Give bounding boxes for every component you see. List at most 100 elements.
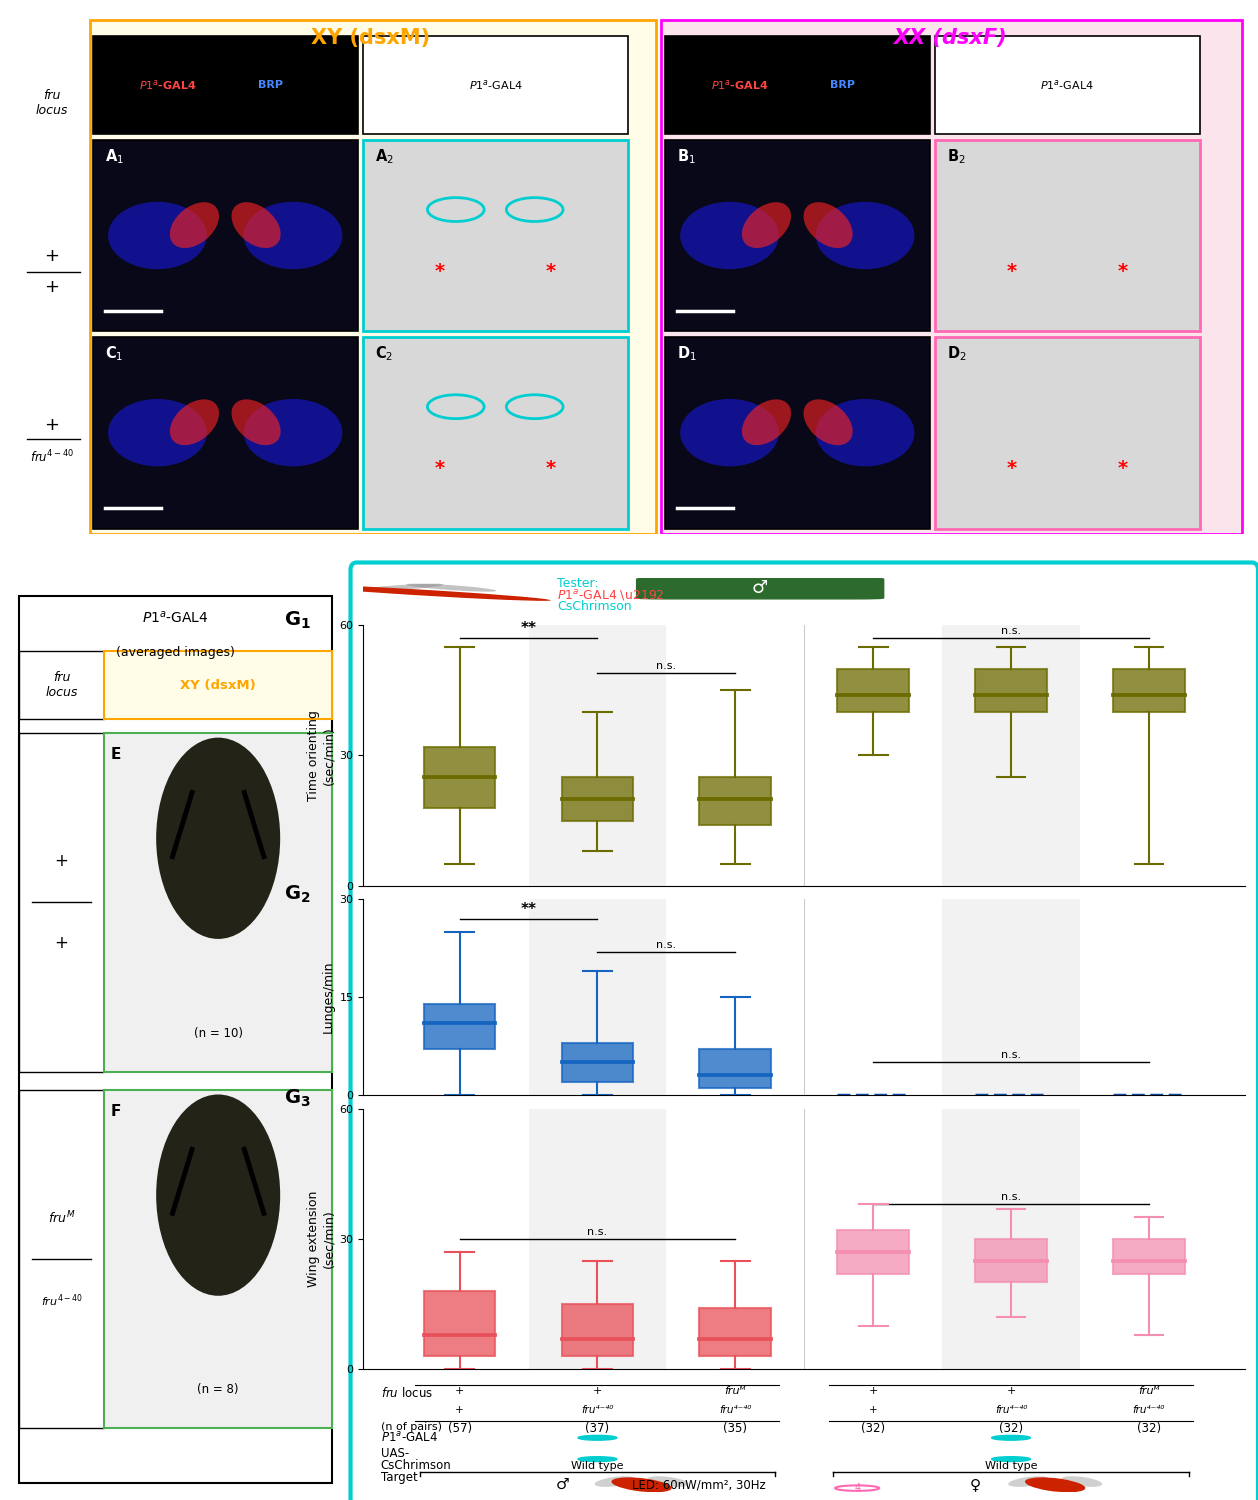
Text: (57): (57)	[448, 1422, 472, 1436]
Text: ♂: ♂	[555, 1478, 569, 1492]
Ellipse shape	[681, 399, 779, 466]
Text: *: *	[435, 459, 445, 478]
Bar	[104, 651, 332, 720]
Text: (35): (35)	[723, 1422, 747, 1436]
Circle shape	[991, 1456, 1030, 1461]
Text: $\mathit{fru}^{4-40}$: $\mathit{fru}^{4-40}$	[30, 448, 74, 465]
Bar	[664, 336, 930, 528]
Ellipse shape	[170, 202, 219, 248]
Text: C$_2$: C$_2$	[375, 345, 394, 363]
Ellipse shape	[1060, 1476, 1102, 1486]
Ellipse shape	[108, 399, 206, 466]
Ellipse shape	[244, 399, 342, 466]
Text: (n = 10): (n = 10)	[194, 1026, 243, 1039]
Text: Wild type: Wild type	[571, 1461, 624, 1470]
Bar	[362, 36, 628, 135]
Text: XX (dsxF): XX (dsxF)	[893, 28, 1006, 48]
Ellipse shape	[406, 584, 497, 591]
Text: n.s.: n.s.	[1001, 1192, 1021, 1202]
Text: n.s.: n.s.	[1001, 626, 1021, 636]
Bar	[528, 1108, 667, 1370]
Text: n.s.: n.s.	[657, 939, 677, 950]
Text: Tester:: Tester:	[557, 578, 599, 590]
Bar	[699, 777, 771, 825]
Text: BRP: BRP	[830, 80, 855, 90]
Bar	[935, 336, 1200, 528]
Text: (averaged images): (averaged images)	[116, 646, 235, 658]
Text: *: *	[546, 459, 556, 478]
Text: +: +	[869, 1406, 878, 1414]
Bar	[942, 1108, 1079, 1370]
Ellipse shape	[298, 585, 551, 602]
Bar	[942, 900, 1079, 1095]
Text: A$_2$: A$_2$	[375, 147, 394, 166]
Bar	[699, 1050, 771, 1089]
Text: *: *	[1006, 262, 1016, 282]
Text: n.s.: n.s.	[1001, 1050, 1021, 1060]
Bar	[561, 777, 633, 820]
Text: *: *	[1117, 459, 1128, 478]
Bar	[1113, 1239, 1185, 1274]
Text: (32): (32)	[999, 1422, 1023, 1436]
Text: fru⁴⁻⁴⁰: fru⁴⁻⁴⁰	[1132, 1406, 1165, 1414]
Text: **: **	[521, 621, 536, 636]
Bar	[664, 140, 930, 332]
Text: Wild type: Wild type	[985, 1461, 1038, 1470]
Circle shape	[577, 1436, 616, 1440]
Ellipse shape	[648, 1476, 688, 1486]
Bar	[19, 734, 104, 1071]
Bar	[93, 140, 357, 332]
Bar	[975, 669, 1047, 712]
Ellipse shape	[156, 738, 281, 939]
Circle shape	[577, 1456, 616, 1461]
Text: fru
locus: fru locus	[45, 670, 78, 699]
Ellipse shape	[231, 202, 281, 248]
Bar	[19, 1090, 104, 1428]
Text: $\mathit{P1^a}$-GAL4: $\mathit{P1^a}$-GAL4	[381, 1431, 438, 1444]
Text: +: +	[44, 279, 59, 297]
Text: $\mathit{P1^a}$-GAL4: $\mathit{P1^a}$-GAL4	[469, 78, 523, 92]
Text: ♀: ♀	[970, 1478, 981, 1492]
Text: *: *	[1006, 459, 1016, 478]
Text: ♂: ♂	[752, 579, 769, 597]
Text: **: **	[521, 902, 536, 916]
Ellipse shape	[804, 202, 853, 248]
Text: $\mathit{fru}^{4-40}$: $\mathit{fru}^{4-40}$	[40, 1292, 83, 1308]
Ellipse shape	[170, 399, 219, 445]
Text: (32): (32)	[862, 1422, 886, 1436]
Text: *: *	[546, 262, 556, 282]
Text: CsChrimson: CsChrimson	[557, 600, 632, 613]
Ellipse shape	[804, 399, 853, 445]
Text: +: +	[44, 248, 59, 266]
Ellipse shape	[108, 202, 206, 268]
Bar	[528, 626, 667, 885]
Bar	[528, 900, 667, 1095]
Ellipse shape	[742, 399, 791, 445]
Text: LED: 60nW/mm², 30Hz: LED: 60nW/mm², 30Hz	[632, 1479, 765, 1491]
Bar	[838, 1230, 910, 1274]
Bar	[660, 20, 1242, 534]
Text: $\mathit{fru}^M$: $\mathit{fru}^M$	[48, 1209, 75, 1227]
Bar	[19, 651, 104, 720]
Bar	[664, 36, 930, 135]
Text: +: +	[54, 852, 68, 870]
Text: B$_2$: B$_2$	[947, 147, 966, 166]
Text: $\mathit{fru}$ locus: $\mathit{fru}$ locus	[381, 1386, 433, 1401]
Ellipse shape	[1025, 1478, 1086, 1492]
Text: D$_2$: D$_2$	[947, 345, 966, 363]
Bar	[561, 1042, 633, 1082]
Bar	[942, 626, 1079, 885]
Text: $\mathit{P1^a}$-GAL4: $\mathit{P1^a}$-GAL4	[1039, 78, 1093, 92]
Text: A$_1$: A$_1$	[106, 147, 125, 166]
Text: +: +	[455, 1406, 464, 1414]
Y-axis label: Wing extension
(sec/min): Wing extension (sec/min)	[307, 1191, 335, 1287]
Text: UAS-: UAS-	[381, 1446, 409, 1460]
Text: C$_1$: C$_1$	[106, 345, 123, 363]
Text: (32): (32)	[1137, 1422, 1161, 1436]
Text: CsChrimson: CsChrimson	[381, 1458, 452, 1472]
Bar	[699, 1308, 771, 1356]
Y-axis label: Time orienting
(sec/min): Time orienting (sec/min)	[307, 710, 335, 801]
Bar	[838, 669, 910, 712]
Bar	[975, 1239, 1047, 1282]
Ellipse shape	[611, 1478, 672, 1492]
